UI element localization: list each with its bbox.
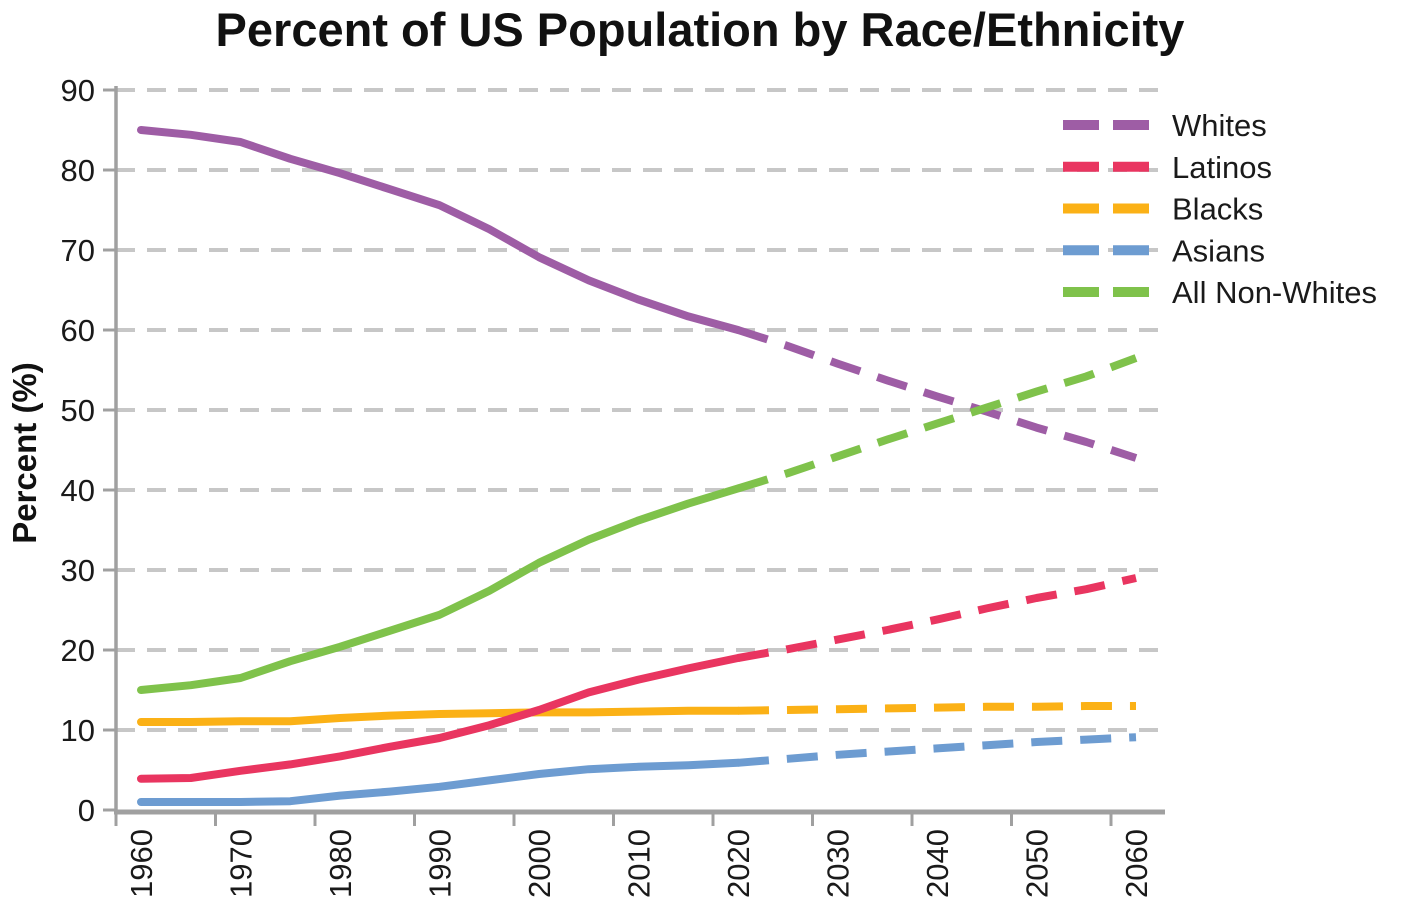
x-tick-label-1960: 1960 — [124, 829, 159, 898]
series-whites-projection-dashed-line — [736, 326, 1138, 462]
y-tick-label-40: 40 — [61, 473, 95, 508]
y-tick-label-10: 10 — [61, 713, 95, 748]
series-blacks-solid-line — [137, 706, 742, 726]
x-tick-label-2000: 2000 — [522, 829, 557, 898]
legend-label-whites: Whites — [1172, 108, 1267, 143]
y-tick-label-70: 70 — [61, 233, 95, 268]
x-tick-label-1980: 1980 — [323, 829, 358, 898]
x-tick-label-2040: 2040 — [920, 829, 955, 898]
x-tick-label-2060: 2060 — [1119, 829, 1154, 898]
x-tick-label-2030: 2030 — [821, 829, 856, 898]
legend-label-blacks: Blacks — [1172, 192, 1263, 227]
x-tick-label-1970: 1970 — [224, 829, 259, 898]
series-all-non-whites-projection-dashed-line — [736, 354, 1138, 493]
series-latinos-solid-line — [137, 654, 742, 783]
series-latinos-projection-dashed-line — [737, 574, 1137, 662]
series-asians-solid-line — [137, 758, 742, 806]
y-tick-label-90: 90 — [61, 73, 95, 108]
series-all-non-whites-solid-line — [137, 484, 742, 694]
y-tick-label-50: 50 — [61, 393, 95, 428]
y-tick-label-20: 20 — [61, 633, 95, 668]
x-tick-label-2020: 2020 — [721, 829, 756, 898]
x-tick-label-2050: 2050 — [1020, 829, 1055, 898]
y-tick-label-0: 0 — [78, 793, 95, 828]
legend-label-all-non-whites: All Non-Whites — [1172, 275, 1377, 310]
x-tick-label-1990: 1990 — [423, 829, 458, 898]
y-tick-label-80: 80 — [61, 153, 95, 188]
y-tick-label-30: 30 — [61, 553, 95, 588]
series-blacks-projection-dashed-line — [737, 702, 1136, 715]
y-tick-label-60: 60 — [61, 313, 95, 348]
legend-label-latinos: Latinos — [1172, 150, 1272, 185]
x-tick-label-2010: 2010 — [622, 829, 657, 898]
series-whites-solid-line — [137, 126, 742, 334]
chart-title: Percent of US Population by Race/Ethnici… — [215, 3, 1185, 56]
series-asians-projection-dashed-line — [737, 733, 1137, 767]
legend-label-asians: Asians — [1172, 233, 1265, 268]
